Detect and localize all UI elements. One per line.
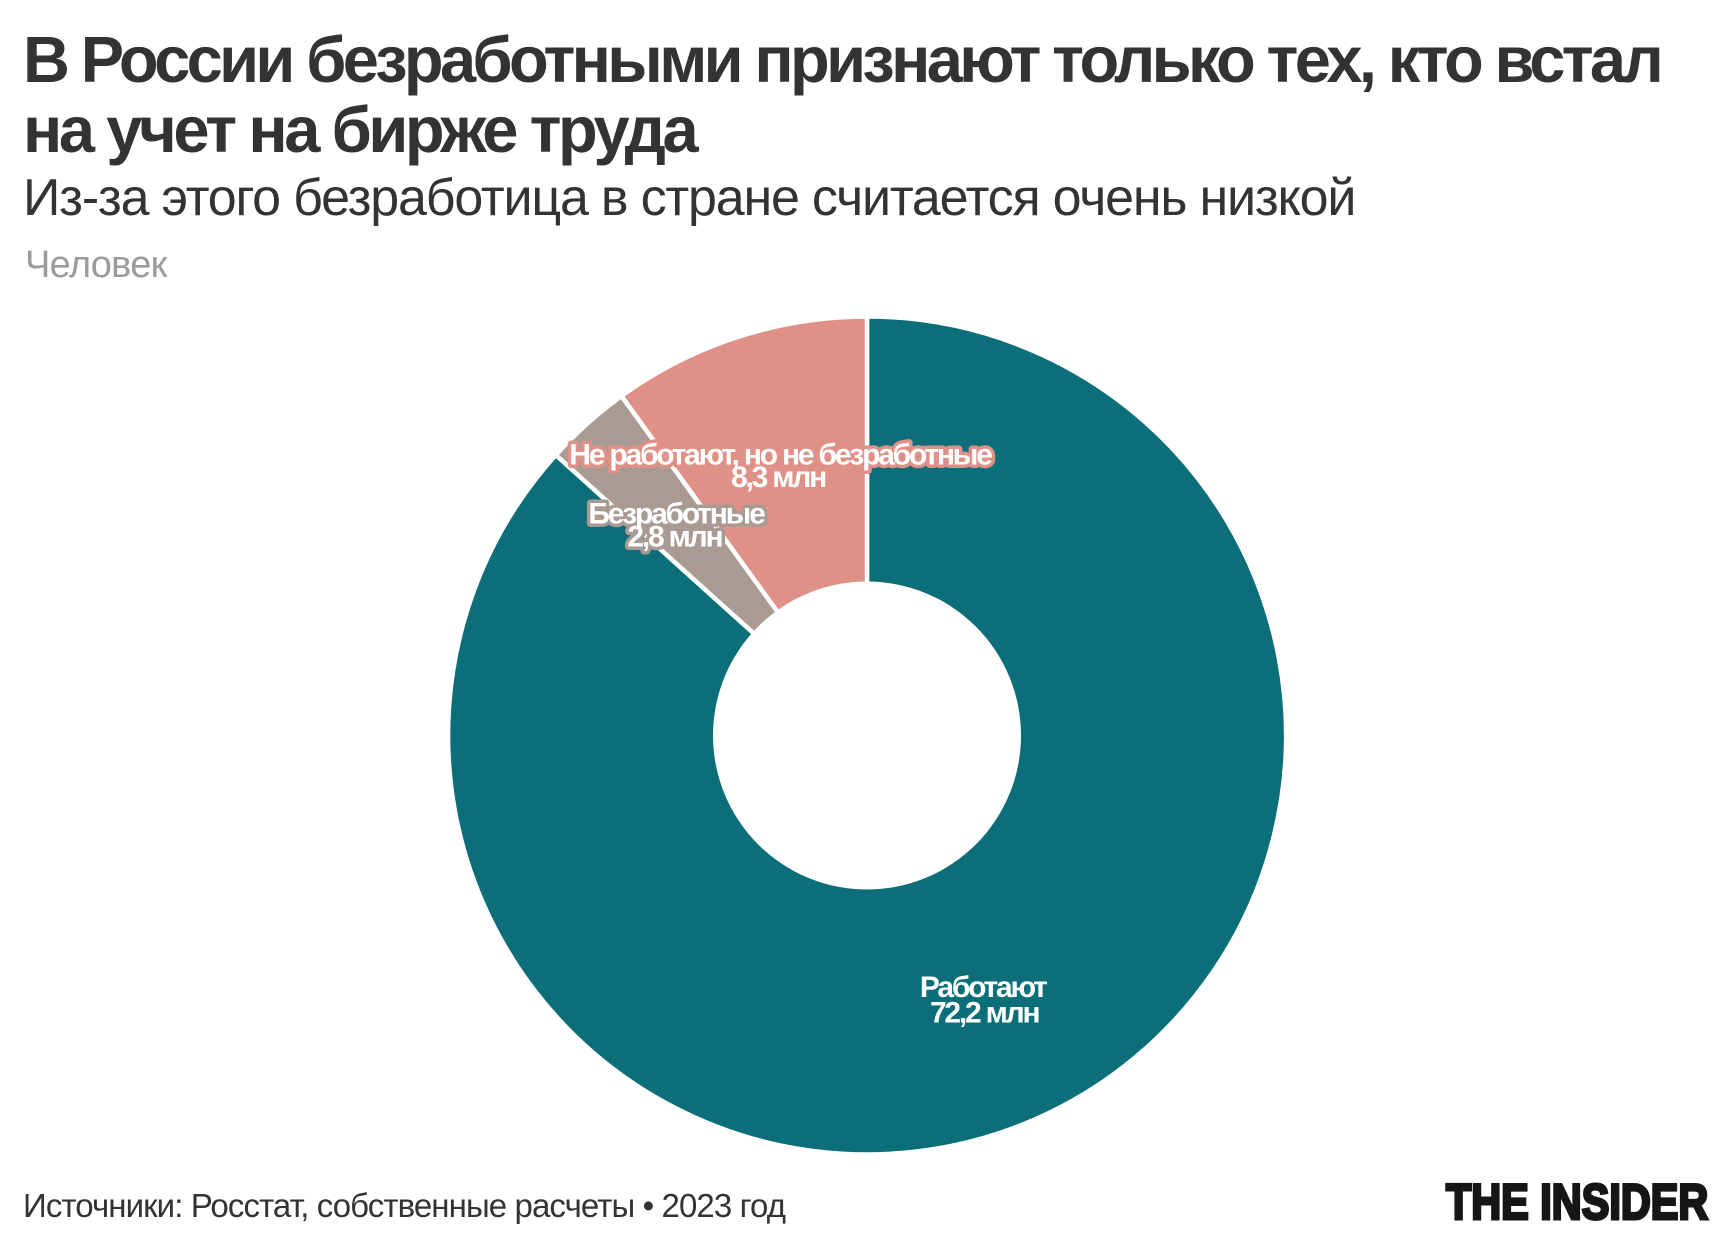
svg-text:8,3 млн: 8,3 млн (731, 461, 826, 494)
svg-text:72,2 млн: 72,2 млн (930, 996, 1040, 1029)
svg-text:Безработные: Безработные (588, 498, 765, 531)
svg-text:8,3 млн: 8,3 млн (731, 461, 826, 494)
svg-text:Работают: Работают (920, 971, 1047, 1004)
svg-text:Работают: Работают (920, 971, 1047, 1004)
svg-text:72,2 млн: 72,2 млн (930, 996, 1040, 1029)
svg-text:Не работают, но не безработные: Не работают, но не безработные (569, 439, 992, 472)
svg-text:2,8 млн: 2,8 млн (627, 521, 722, 554)
svg-text:2,8 млн: 2,8 млн (627, 521, 722, 554)
svg-text:Безработные: Безработные (588, 498, 765, 531)
svg-text:Не работают, но не безработные: Не работают, но не безработные (569, 439, 992, 472)
